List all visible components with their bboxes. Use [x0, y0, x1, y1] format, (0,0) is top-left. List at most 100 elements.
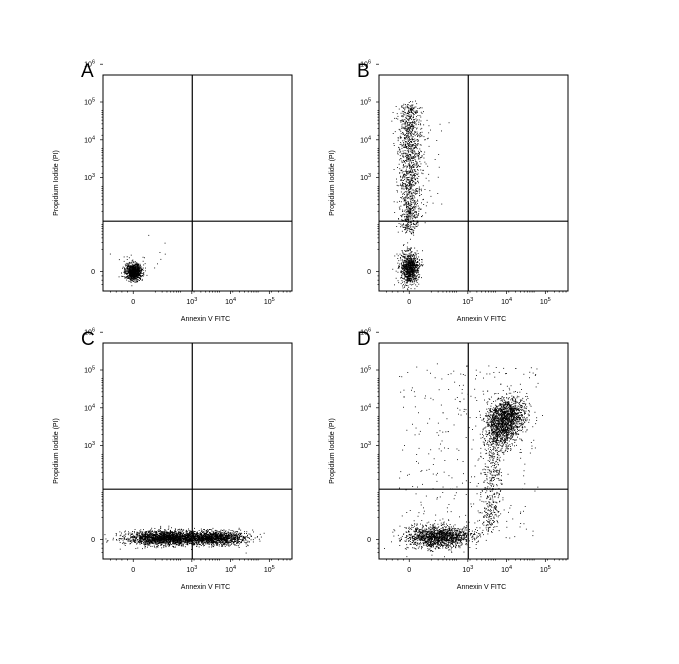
event-dot: [140, 275, 141, 276]
event-dot: [156, 532, 158, 533]
event-dot: [405, 104, 406, 106]
event-dot: [139, 271, 141, 273]
event-dot: [418, 283, 420, 285]
event-dot: [414, 266, 416, 268]
event-dot: [409, 127, 411, 129]
event-dot: [144, 543, 145, 545]
event-dot: [392, 133, 394, 134]
event-dot: [405, 120, 407, 122]
event-dot: [187, 531, 188, 533]
event-dot: [415, 277, 417, 279]
event-dot: [405, 226, 406, 228]
event-dot: [169, 529, 171, 531]
event-dot: [141, 534, 143, 536]
event-dot: [136, 267, 138, 269]
event-dot: [118, 538, 120, 540]
event-dot: [408, 261, 410, 263]
event-dot: [404, 265, 405, 267]
event-dot: [136, 274, 138, 275]
x-tick-label: 103: [186, 565, 197, 574]
event-dot: [410, 183, 412, 185]
event-dot: [399, 129, 401, 131]
event-dot: [148, 538, 150, 540]
event-dot: [403, 107, 405, 109]
event-dot: [414, 131, 416, 133]
event-dot: [402, 167, 404, 169]
event-dot: [404, 175, 406, 177]
event-dot: [139, 272, 141, 274]
event-dot: [409, 281, 411, 283]
event-dot: [413, 113, 414, 114]
event-dot: [412, 207, 414, 209]
event-dot: [136, 264, 138, 266]
event-dot: [406, 265, 407, 267]
event-dot: [130, 282, 132, 283]
event-dot: [399, 172, 401, 174]
event-dot: [401, 214, 403, 216]
event-dot: [410, 111, 412, 113]
event-dot: [193, 540, 195, 542]
event-dot: [405, 229, 407, 231]
event-dot: [414, 158, 416, 160]
event-dot: [416, 282, 418, 283]
event-dot: [407, 144, 409, 146]
event-dot: [438, 166, 440, 168]
event-dot: [416, 220, 418, 222]
event-dot: [131, 278, 133, 280]
event-dot: [403, 281, 405, 282]
event-dot: [139, 273, 141, 275]
event-dot: [142, 548, 143, 550]
event-dot: [409, 230, 410, 232]
event-dot: [411, 261, 413, 263]
event-dot: [408, 146, 409, 148]
event-dot: [181, 529, 182, 531]
event-dot: [418, 154, 419, 156]
event-dot: [417, 110, 418, 112]
event-dot: [412, 263, 414, 265]
event-dot: [140, 531, 142, 532]
event-dot: [413, 264, 415, 266]
event-dot: [135, 279, 137, 280]
event-dot: [411, 109, 413, 111]
event-dot: [413, 258, 415, 260]
event-dot: [408, 113, 410, 115]
event-dot: [413, 210, 415, 211]
event-dot: [406, 129, 408, 131]
event-dot: [410, 226, 412, 228]
event-dot: [414, 154, 416, 156]
event-dot: [422, 215, 423, 217]
event-dot: [408, 260, 410, 261]
event-dot: [408, 121, 410, 123]
event-dot: [402, 155, 403, 157]
event-dot: [409, 279, 411, 281]
event-dot: [139, 268, 141, 270]
event-dot: [139, 280, 140, 281]
event-dot: [125, 543, 127, 544]
event-dot: [129, 277, 131, 279]
event-dot: [133, 536, 135, 538]
event-dot: [409, 191, 411, 193]
event-dot: [410, 202, 412, 204]
event-dot: [410, 171, 411, 173]
event-dot: [407, 264, 409, 266]
event-dot: [415, 100, 416, 102]
event-dot: [409, 124, 411, 126]
event-dot: [400, 277, 402, 279]
event-dot: [133, 268, 135, 270]
event-dot: [411, 270, 413, 271]
event-dot: [419, 195, 421, 196]
event-dot: [414, 175, 416, 177]
event-dot: [132, 266, 134, 268]
event-dot: [413, 262, 414, 263]
event-dot: [130, 275, 131, 277]
event-dot: [166, 534, 168, 536]
event-dot: [407, 140, 409, 142]
event-dot: [194, 544, 196, 545]
event-dot: [410, 269, 412, 270]
event-dot: [406, 173, 408, 175]
event-dot: [400, 215, 402, 216]
event-dot: [185, 543, 187, 545]
event-dot: [420, 188, 422, 190]
event-dot: [402, 116, 404, 118]
event-dot: [416, 120, 417, 122]
